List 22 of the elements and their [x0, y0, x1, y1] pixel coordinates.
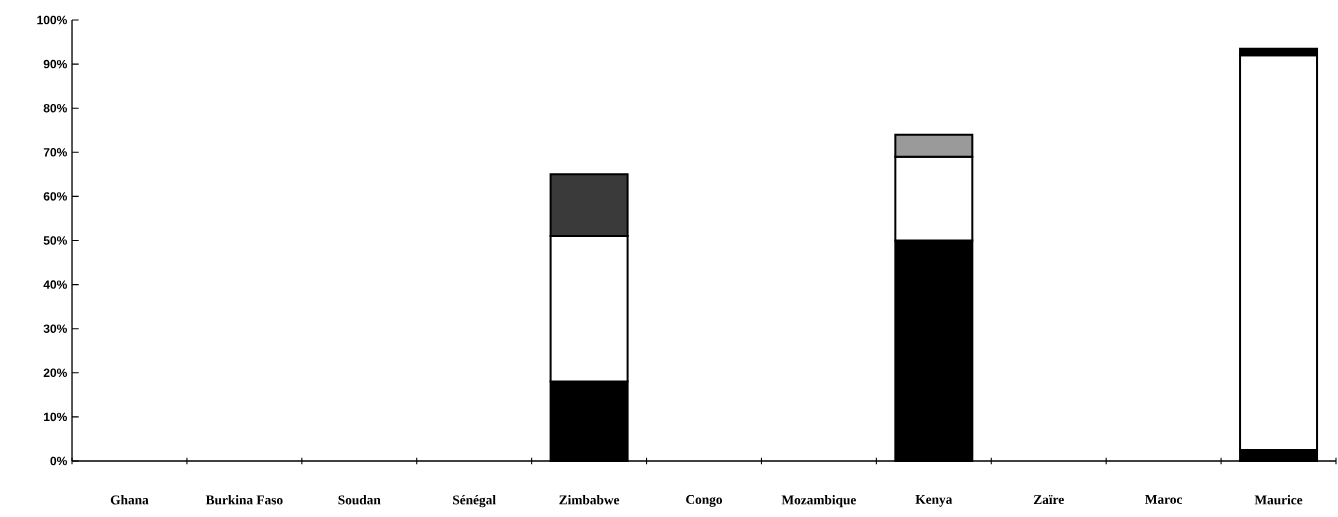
- x-tick-label: Maurice: [1254, 495, 1303, 505]
- x-tick-label: Congo: [686, 495, 723, 507]
- y-tick-label: 30%: [43, 324, 67, 333]
- x-tick-label: Maroc: [1145, 495, 1183, 504]
- x-tick-label: Zaïre: [1033, 495, 1064, 505]
- y-tick-label: 0%: [50, 456, 67, 466]
- y-tick-label: 40%: [43, 280, 67, 289]
- y-tick-label: 20%: [43, 368, 67, 378]
- x-tick-label: Soudan: [338, 495, 381, 505]
- y-tick-label: 90%: [43, 59, 67, 69]
- y-tick-label: 60%: [43, 192, 67, 201]
- y-tick-label: 100%: [37, 15, 67, 25]
- x-tick-label: Burkina Faso: [205, 495, 283, 505]
- x-tick-label: Zimbabwe: [559, 495, 620, 505]
- x-tick-label: Sénégal: [453, 495, 496, 508]
- y-tick-label: 80%: [43, 103, 67, 113]
- x-tick-label: Ghana: [110, 495, 149, 505]
- y-tick-label: 50%: [43, 236, 67, 245]
- x-tick-label: Mozambique: [781, 495, 856, 508]
- x-tick-label: Kenya: [915, 495, 953, 507]
- y-tick-label: 70%: [43, 148, 67, 157]
- y-tick-label: 10%: [44, 412, 67, 422]
